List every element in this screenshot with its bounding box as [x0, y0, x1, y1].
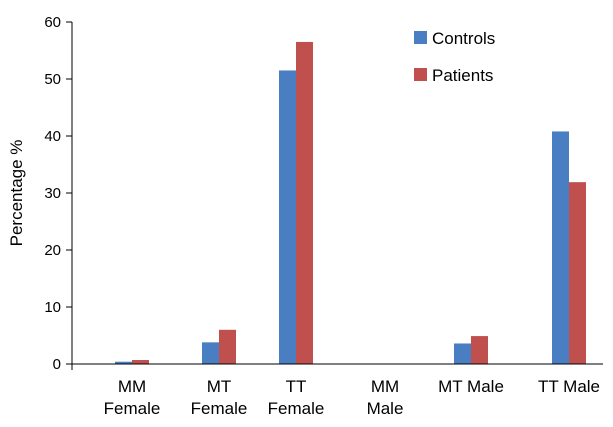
bar-patients-4	[471, 336, 488, 364]
legend-label-controls: Controls	[432, 29, 495, 48]
y-tick-label: 40	[44, 128, 61, 145]
bar-controls-5	[552, 131, 569, 364]
x-category-label: MM	[371, 377, 399, 396]
y-tick-label: 10	[44, 299, 61, 316]
x-category-label: Female	[191, 399, 248, 418]
bar-patients-0	[132, 360, 149, 364]
x-axis-labels: MM Female MT Female TT Female MM Male MT Male TT …	[104, 377, 600, 418]
legend-swatch-patients	[414, 68, 427, 81]
x-category-label: Female	[268, 399, 325, 418]
x-category-label: Male	[367, 399, 404, 418]
legend-label-patients: Patients	[432, 66, 493, 85]
x-category-label: MT Male	[438, 377, 504, 396]
axes	[71, 22, 603, 370]
bars-area	[115, 41, 586, 364]
bar-patients-2	[296, 41, 313, 364]
y-tick-label: 20	[44, 242, 61, 259]
x-category-label: Female	[104, 399, 161, 418]
y-tick-label: 60	[44, 14, 61, 31]
bar-controls-0	[115, 361, 132, 364]
x-category-label: TT	[286, 377, 307, 396]
bar-patients-5	[569, 182, 586, 364]
legend: Controls Patients	[414, 29, 495, 85]
legend-swatch-controls	[414, 31, 427, 44]
y-tick-label: 50	[44, 71, 61, 88]
y-tick-label: 30	[44, 185, 61, 202]
x-category-label: MT	[207, 377, 232, 396]
x-category-label: TT Male	[538, 377, 600, 396]
y-axis-ticks: 0 10 20 30 40 50 60	[44, 14, 72, 373]
y-axis-title: Percentage %	[7, 140, 26, 247]
bar-controls-4	[454, 343, 471, 364]
bar-controls-2	[279, 70, 296, 364]
bar-patients-1	[219, 329, 236, 364]
y-tick-label: 0	[53, 356, 61, 373]
x-category-label: MM	[118, 377, 146, 396]
bar-controls-1	[202, 342, 219, 364]
